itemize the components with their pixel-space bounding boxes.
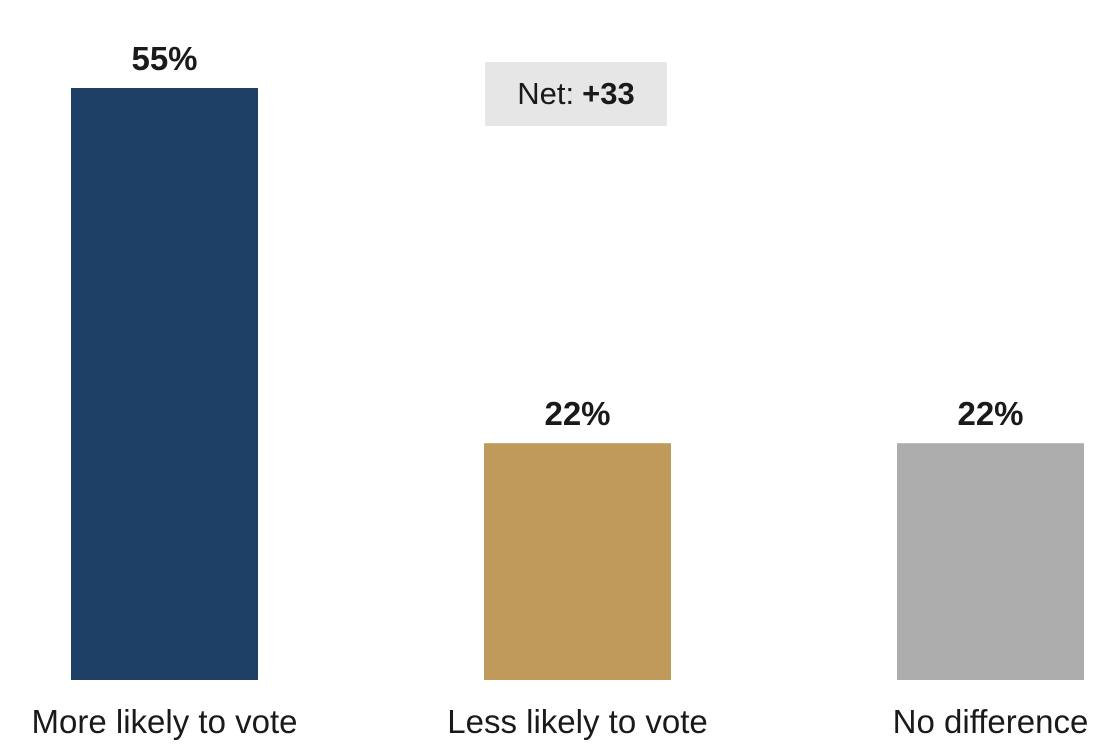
category-label-3: No difference [893,703,1089,740]
bars-group [71,88,1084,680]
value-labels-group: 55% 22% 22% [131,40,1023,432]
bar-3 [897,443,1084,680]
category-labels-group: More likely to vote Less likely to vote No… [32,703,1089,740]
category-label-2: Less likely to vote [447,703,707,740]
bar-2 [484,443,671,680]
bar-1 [71,88,258,680]
net-annotation-label: Net: [517,76,575,111]
value-label-2: 22% [544,395,610,432]
net-annotation-value: +33 [582,76,635,111]
value-label-1: 55% [131,40,197,77]
value-label-3: 22% [957,395,1023,432]
category-label-1: More likely to vote [32,703,298,740]
net-annotation: Net: +33 [485,62,667,126]
